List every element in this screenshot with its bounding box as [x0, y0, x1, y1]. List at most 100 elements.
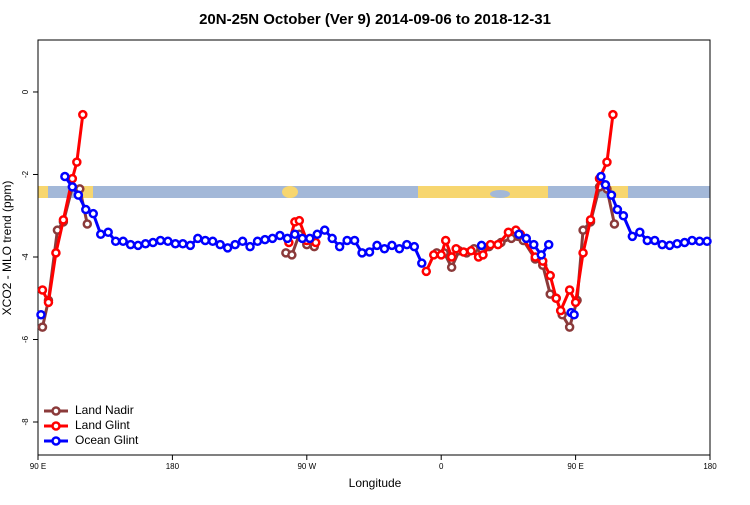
data-point [37, 285, 48, 295]
data-point [564, 285, 575, 295]
data-point [78, 109, 88, 120]
data-point [635, 227, 645, 237]
y-tick-label: -6 [21, 335, 30, 343]
data-point [458, 247, 469, 257]
data-point [379, 243, 390, 254]
data-point [60, 171, 70, 182]
data-point [402, 239, 412, 250]
data-point [608, 109, 618, 120]
band-land [282, 186, 298, 198]
data-point [602, 157, 612, 167]
legend-label: Ocean Glint [75, 433, 139, 447]
data-point [578, 248, 588, 258]
band-land [418, 186, 548, 198]
data-point [319, 225, 330, 235]
data-point [600, 180, 611, 190]
data-point [642, 235, 653, 246]
band-water [490, 190, 510, 198]
data-point [245, 241, 255, 252]
data-point [327, 233, 337, 244]
data-point [503, 227, 514, 237]
data-point [312, 229, 323, 240]
data-point [612, 204, 623, 215]
data-point [140, 239, 151, 249]
data-point [125, 239, 136, 250]
data-point [521, 233, 532, 244]
data-point [81, 204, 91, 215]
data-point [387, 240, 397, 251]
data-point [342, 235, 352, 246]
map-band [38, 186, 710, 198]
data-point [485, 239, 496, 250]
data-point [493, 239, 503, 250]
data-point [72, 157, 82, 167]
data-point [311, 237, 321, 248]
data-point [394, 243, 405, 254]
data-point [451, 243, 461, 254]
data-point [421, 266, 432, 277]
data-point [275, 230, 285, 241]
data-point [155, 235, 166, 246]
data-point [476, 240, 487, 251]
data-point [618, 210, 629, 221]
data-point [207, 236, 218, 247]
data-point [133, 240, 143, 251]
data-point [466, 246, 476, 256]
data-point [446, 252, 457, 262]
data-point [357, 248, 367, 258]
data-point [417, 258, 427, 268]
data-point [555, 305, 566, 316]
data-point [372, 240, 382, 251]
data-point [178, 239, 188, 249]
data-point [649, 235, 660, 246]
data-point [585, 215, 596, 225]
data-point [237, 236, 248, 247]
data-point [222, 243, 233, 253]
data-point [148, 237, 158, 248]
x-tick-label: 90 E [30, 462, 46, 471]
legend-label: Land Nadir [75, 403, 134, 417]
data-point [596, 171, 606, 182]
data-point [364, 247, 375, 257]
y-tick-label: -8 [21, 418, 30, 426]
data-point [702, 236, 712, 247]
data-point [118, 236, 128, 247]
data-point [627, 231, 638, 242]
data-point [349, 235, 360, 246]
data-point [200, 235, 211, 246]
x-tick-label: 0 [439, 462, 444, 471]
data-point [570, 297, 581, 308]
data-point [73, 190, 84, 200]
legend-marker [51, 406, 61, 416]
data-point [215, 239, 225, 250]
x-tick-label: 90 E [567, 462, 583, 471]
data-point [334, 241, 345, 252]
y-tick-label: -2 [21, 170, 30, 178]
data-point [67, 182, 78, 192]
x-tick-label: 90 W [297, 462, 316, 471]
data-point [609, 219, 620, 229]
data-point [578, 225, 588, 235]
data-point [529, 239, 539, 250]
data-point [672, 239, 682, 249]
data-point [514, 229, 524, 240]
data-point [110, 236, 121, 247]
y-tick-label: 0 [21, 89, 30, 94]
data-point [679, 237, 690, 248]
data-point [290, 229, 300, 240]
data-point [88, 208, 99, 219]
y-axis-label: XCO2 - MLO trend (ppm) [0, 181, 14, 316]
data-point [543, 239, 554, 250]
data-point [163, 236, 173, 247]
data-point [267, 233, 278, 244]
data-point [43, 297, 54, 308]
data-point [260, 234, 270, 245]
legend-marker [51, 421, 61, 431]
data-point [294, 215, 305, 226]
band-land [38, 186, 48, 198]
data-point [664, 240, 675, 251]
data-point [428, 250, 439, 260]
